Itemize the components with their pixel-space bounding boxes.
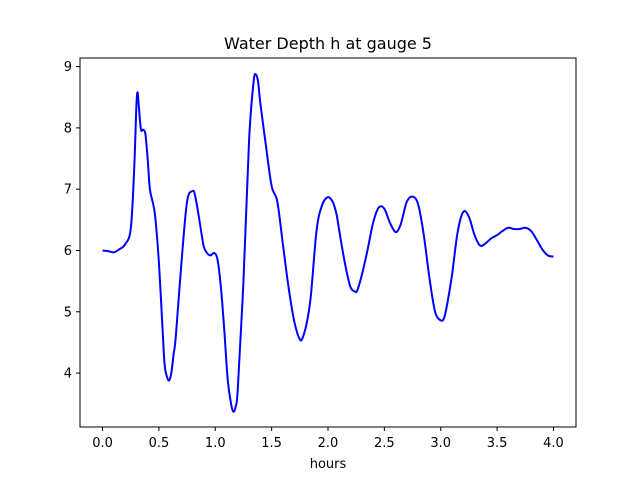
x-tick-label: 4.0 xyxy=(543,436,564,451)
x-tick-label: 0.0 xyxy=(92,436,113,451)
x-tick-label: 3.0 xyxy=(430,436,451,451)
x-axis-label: hours xyxy=(310,457,347,472)
x-tick-label: 3.5 xyxy=(487,436,508,451)
y-tick-label: 7 xyxy=(64,183,72,198)
x-tick-label: 1.0 xyxy=(205,436,226,451)
y-tick-label: 4 xyxy=(64,367,72,382)
x-tick-label: 2.0 xyxy=(318,436,339,451)
x-tick-label: 2.5 xyxy=(374,436,395,451)
x-tick-label: 0.5 xyxy=(149,436,170,451)
x-tick-label: 1.5 xyxy=(261,436,282,451)
y-tick-label: 8 xyxy=(64,121,72,136)
plot-frame xyxy=(79,57,577,428)
y-tick-label: 6 xyxy=(64,244,72,259)
y-tick-label: 5 xyxy=(64,305,72,320)
y-tick-label: 9 xyxy=(64,60,72,75)
chart-title: Water Depth h at gauge 5 xyxy=(224,34,432,53)
series-line xyxy=(102,72,554,413)
